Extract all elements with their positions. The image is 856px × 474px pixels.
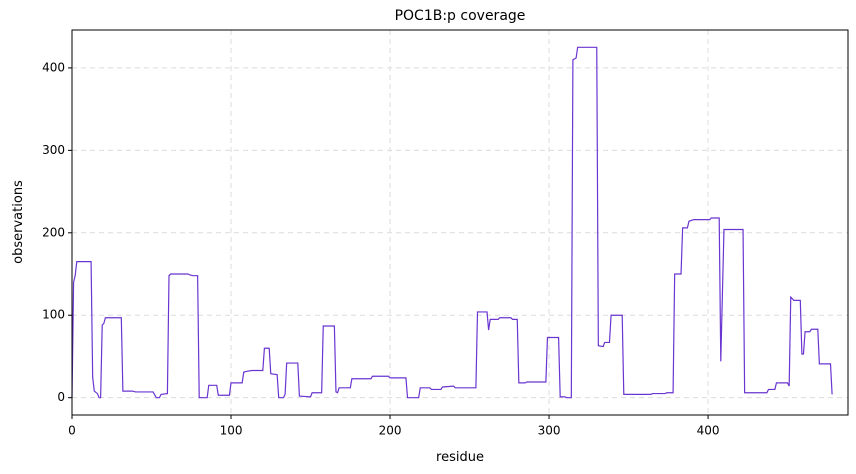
y-tick-label: 100 (42, 308, 65, 322)
chart-title: POC1B:p coverage (395, 8, 526, 24)
y-tick-label: 400 (42, 60, 65, 74)
x-tick-label: 400 (697, 424, 720, 438)
y-tick-label: 300 (42, 143, 65, 157)
x-axis-label: residue (436, 450, 484, 465)
x-tick-label: 0 (68, 424, 76, 438)
x-tick-label: 200 (379, 424, 402, 438)
x-tick-label: 100 (220, 424, 243, 438)
plot-frame (71, 29, 849, 416)
y-tick-label: 0 (57, 390, 65, 404)
x-tick-label: 300 (538, 424, 561, 438)
data-line (71, 46, 833, 399)
y-axis-label: observations (11, 180, 26, 264)
y-tick-label: 200 (42, 225, 65, 239)
